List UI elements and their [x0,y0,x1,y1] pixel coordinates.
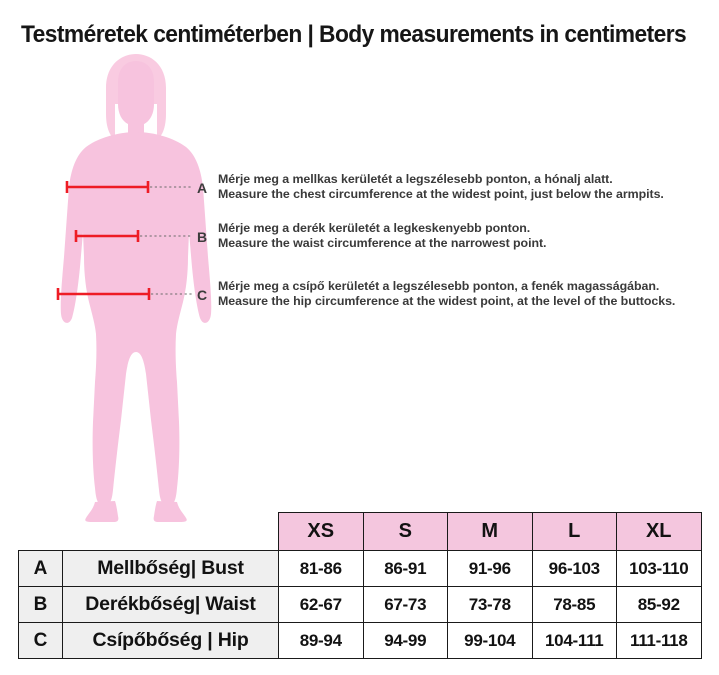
marker-letter-b: B [197,229,208,245]
instruction-block-waist: Mérje meg a derék kerületét a legkeskeny… [218,221,547,250]
header-size-xs: XS [278,512,364,551]
marker-letter-a: A [197,180,208,196]
table-row: B Derékbőség| Waist 62-67 67-73 73-78 78… [18,586,702,623]
body-silhouette-figure [36,52,236,522]
header-size-xl: XL [616,512,702,551]
header-size-m: M [447,512,533,551]
cell-hip-s: 94-99 [362,622,448,659]
header-blank-label [63,513,279,551]
page-title: Testméretek centiméterben | Body measure… [21,21,687,48]
instruction-block-bust: Mérje meg a mellkas kerületét a legszéle… [218,172,664,201]
row-letter-c: C [18,622,63,659]
instruction-bust-hu: Mérje meg a mellkas kerületét a legszéle… [218,172,613,186]
table-row: C Csípőbőség | Hip 89-94 94-99 99-104 10… [18,622,702,659]
cell-hip-xs: 89-94 [278,622,364,659]
instruction-hip-hu: Mérje meg a csípő kerületét a legszélese… [218,279,660,293]
cell-hip-m: 99-104 [447,622,533,659]
cell-hip-xl: 111-118 [616,622,702,659]
cell-waist-l: 78-85 [531,586,617,623]
instruction-waist-hu: Mérje meg a derék kerületét a legkeskeny… [218,221,531,235]
size-table: XS S M L XL A Mellbőség| Bust 81-86 86-9… [18,512,702,659]
header-blank-letter [19,513,63,551]
header-size-s: S [362,512,448,551]
cell-bust-xs: 81-86 [278,550,364,587]
row-label-waist: Derékbőség| Waist [62,586,279,623]
header-size-l: L [531,512,617,551]
cell-waist-xs: 62-67 [278,586,364,623]
cell-bust-l: 96-103 [531,550,617,587]
table-row: A Mellbőség| Bust 81-86 86-91 91-96 96-1… [18,550,702,587]
row-letter-b: B [18,586,63,623]
row-label-bust: Mellbőség| Bust [62,550,279,587]
row-label-hip: Csípőbőség | Hip [62,622,279,659]
table-header-row: XS S M L XL [19,512,702,551]
cell-waist-xl: 85-92 [616,586,702,623]
cell-bust-m: 91-96 [447,550,533,587]
row-letter-a: A [18,550,63,587]
instruction-hip-en: Measure the hip circumference at the wid… [218,293,676,308]
instruction-waist-en: Measure the waist circumference at the n… [218,235,547,250]
cell-bust-s: 86-91 [362,550,448,587]
instruction-block-hip: Mérje meg a csípő kerületét a legszélese… [218,279,675,308]
cell-hip-l: 104-111 [531,622,617,659]
size-table-container: XS S M L XL A Mellbőség| Bust 81-86 86-9… [18,512,702,659]
marker-letter-c: C [197,287,208,303]
cell-waist-m: 73-78 [447,586,533,623]
cell-bust-xl: 103-110 [616,550,702,587]
silhouette-body-icon [60,61,212,522]
cell-waist-s: 67-73 [362,586,448,623]
instruction-bust-en: Measure the chest circumference at the w… [218,186,664,201]
